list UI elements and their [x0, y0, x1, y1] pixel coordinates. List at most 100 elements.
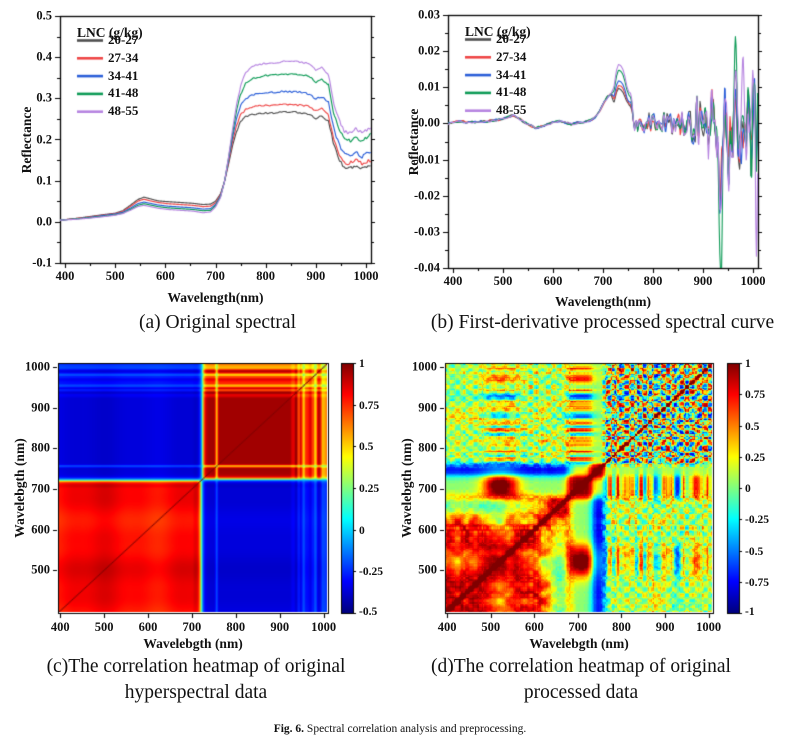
d-x-tick-label: 900: [655, 620, 675, 634]
b-legend-item-label: 27-34: [496, 48, 527, 64]
d-colorbar-tick-label: -0.25: [745, 513, 769, 526]
c-x-axis-label: Wavelebgth (nm): [143, 636, 243, 651]
b-legend-title: LNC (g/kg): [465, 24, 531, 39]
caption-subplot-d-line1: (d)The correlation heatmap of original: [431, 656, 731, 677]
c-x-tick-label: 900: [270, 620, 290, 634]
c-y-tick-label: 800: [31, 440, 50, 455]
a-y-tick-label: 0.2: [36, 132, 52, 146]
caption-subplot-d: (d)The correlation heatmap of original p…: [411, 654, 751, 706]
b-y-tick-label: -0.04: [413, 260, 440, 275]
a-x-tick-label: 1000: [353, 269, 379, 283]
c-y-tick-label: 600: [31, 522, 50, 537]
d-y-tick-label: 500: [418, 562, 437, 577]
a-legend-item-label: 34-41: [108, 67, 139, 83]
a-legend-item-label: 48-55: [108, 103, 139, 119]
d-x-tick-label: 1000: [696, 620, 722, 634]
a-x-tick-label: 400: [55, 269, 75, 283]
a-x-tick-label: 900: [306, 269, 326, 283]
b-legend-item-label: 20-27: [496, 31, 527, 46]
a-x-axis-label: Wavelength(nm): [167, 290, 264, 305]
c-x-tick-label: 600: [138, 620, 158, 634]
c-y-tick-label: 1000: [25, 359, 50, 374]
a-legend-item-label: 27-34: [108, 49, 139, 65]
b-x-axis-label: Wavelength(nm): [555, 294, 651, 309]
b-y-tick-label: -0.01: [413, 152, 440, 167]
b-y-tick-label: 0.03: [418, 7, 440, 22]
c-colorbar-tick-label: -0.5: [359, 606, 378, 618]
b-legend-item-label: 34-41: [496, 66, 527, 82]
a-x-tick-label: 500: [105, 269, 125, 283]
c-y-tick-label: 900: [31, 400, 50, 415]
a-legend-item-label: 20-27: [108, 32, 139, 47]
d-colorbar-tick-label: -0.5: [745, 545, 764, 558]
b-y-tick-label: 0.00: [418, 115, 440, 130]
c-x-tick-label: 400: [50, 620, 70, 634]
d-colorbar-tick-label: -0.75: [745, 576, 769, 589]
d-y-tick-label: 700: [418, 481, 437, 496]
a-y-tick-label: -0.1: [32, 255, 52, 270]
figure-caption: Fig. 6. Spectral correlation analysis an…: [0, 723, 800, 735]
d-y-tick-label: 1000: [412, 359, 437, 374]
caption-subplot-c: (c)The correlation heatmap of original h…: [16, 654, 376, 706]
c-colorbar-tick-label: 1: [359, 358, 365, 370]
figure-caption-text: Spectral correlation analysis and prepro…: [306, 723, 527, 735]
b-y-tick-label: 0.01: [418, 79, 440, 94]
c-y-tick-label: 500: [31, 562, 50, 577]
b-x-tick-label: 600: [543, 274, 563, 288]
c-x-tick-label: 800: [226, 620, 246, 634]
c-x-tick-label: 500: [94, 620, 114, 634]
a-y-axis-label: Reflectance: [19, 106, 34, 173]
d-colorbar-tick-label: 1: [745, 358, 751, 370]
a-x-tick-label: 700: [206, 269, 225, 283]
d-x-axis-label: Wavelebgth (nm): [529, 636, 629, 651]
d-x-tick-label: 700: [568, 620, 588, 634]
b-y-tick-label: -0.03: [413, 224, 440, 239]
b-x-tick-label: 400: [443, 274, 463, 288]
a-y-tick-label: 0.5: [36, 8, 52, 23]
caption-subplot-c-line2: hyperspectral data: [124, 682, 268, 703]
b-y-tick-label: 0.02: [418, 43, 440, 58]
b-y-axis-label: Reflectance: [406, 108, 421, 175]
c-x-tick-label: 1000: [311, 620, 337, 634]
c-colorbar-tick-label: 0.25: [359, 482, 380, 495]
b-legend-item-label: 41-48: [496, 84, 527, 100]
b-x-tick-label: 900: [693, 274, 713, 288]
b-x-tick-label: 700: [593, 274, 613, 288]
c-colorbar-tick-label: 0: [359, 524, 365, 537]
d-colorbar-tick-label: 0.25: [745, 451, 766, 464]
a-y-tick-label: 0.0: [36, 214, 52, 229]
a-x-tick-label: 600: [155, 269, 175, 283]
c-colorbar-tick-label: 0.75: [359, 399, 380, 412]
d-x-tick-label: 400: [437, 620, 457, 634]
d-y-axis-label: Wavelebgth (nm): [399, 438, 414, 538]
b-x-tick-label: 1000: [740, 274, 766, 288]
figure-caption-label: Fig. 6.: [273, 723, 305, 735]
a-legend-item-label: 41-48: [108, 85, 139, 101]
c-x-tick-label: 700: [182, 620, 202, 634]
d-colorbar-tick-label: -1: [745, 606, 755, 618]
a-y-tick-label: 0.4: [36, 49, 52, 64]
d-x-tick-label: 600: [524, 620, 544, 634]
caption-subplot-d-line2: processed data: [523, 682, 639, 703]
b-legend-item-label: 48-55: [496, 102, 527, 118]
d-colorbar-tick-label: 0: [745, 482, 751, 495]
c-colorbar-tick-label: -0.25: [359, 565, 383, 578]
caption-subplot-b: (b) First-derivative processed spectral …: [430, 312, 775, 333]
caption-subplot-c-line1: (c)The correlation heatmap of original: [46, 656, 346, 677]
c-y-axis-label: Wavelebgth (nm): [12, 438, 27, 538]
a-x-tick-label: 800: [256, 269, 276, 283]
b-y-tick-label: -0.02: [413, 188, 440, 203]
b-x-tick-label: 800: [643, 274, 663, 288]
d-y-tick-label: 600: [418, 522, 437, 537]
d-x-tick-label: 800: [612, 620, 631, 634]
d-y-tick-label: 800: [418, 440, 437, 455]
a-y-tick-label: 0.3: [36, 90, 52, 105]
a-y-tick-label: 0.1: [36, 173, 52, 188]
c-colorbar-tick-label: 0.5: [359, 440, 374, 453]
caption-subplot-a: (a) Original spectral: [138, 312, 296, 333]
d-y-tick-label: 900: [418, 400, 437, 415]
d-colorbar-tick-label: 0.75: [745, 388, 766, 401]
d-x-tick-label: 500: [481, 620, 501, 634]
